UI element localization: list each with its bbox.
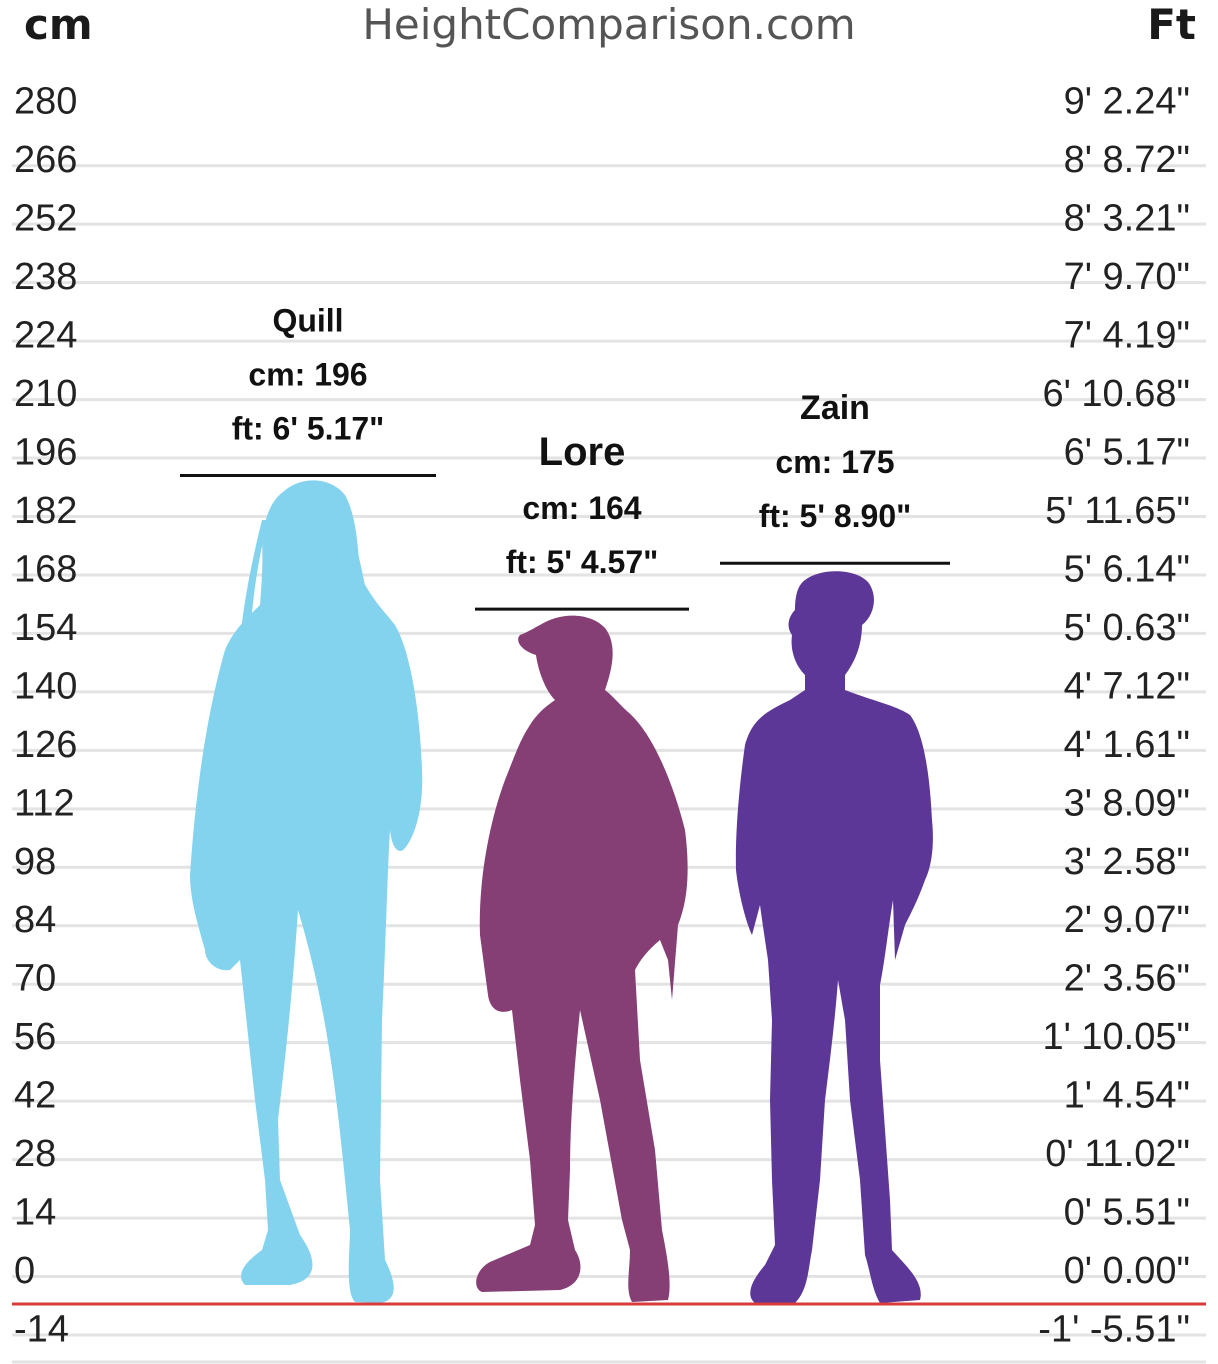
silhouette-quill: [190, 480, 423, 1304]
person-cm-label: cm: 196: [248, 357, 367, 393]
lore-body: [476, 615, 688, 1302]
tick-label-cm: 252: [14, 198, 77, 240]
tick-label-ft: 5' 6.14": [1064, 548, 1190, 590]
quill-body: [190, 480, 423, 1304]
silhouette-lore: [476, 615, 688, 1302]
person-ft-label: ft: 6' 5.17": [232, 411, 385, 447]
tick-label-cm: 280: [14, 81, 77, 123]
tick-label-ft: 1' 4.54": [1064, 1075, 1190, 1117]
tick-label-cm: 14: [14, 1192, 56, 1234]
quill-hair-right: [345, 520, 372, 630]
tick-label-ft: 0' 0.00": [1064, 1250, 1190, 1292]
left-unit-label: cm: [24, 0, 93, 49]
person-name: Lore: [539, 430, 626, 474]
tick-label-cm: 154: [14, 607, 77, 649]
tick-label-cm: 28: [14, 1133, 56, 1175]
tick-label-cm: 266: [14, 139, 77, 181]
person-ft-label: ft: 5' 8.90": [759, 498, 912, 534]
tick-label-cm: 0: [14, 1250, 35, 1292]
person-ft-label: ft: 5' 4.57": [506, 544, 659, 580]
right-unit-label: Ft: [1147, 0, 1196, 49]
zain-body: [735, 571, 933, 1303]
person-name: Quill: [272, 303, 343, 339]
tick-label-cm: 196: [14, 432, 77, 474]
tick-label-ft: 0' 11.02": [1045, 1133, 1190, 1175]
tick-label-cm: 168: [14, 548, 77, 590]
height-markers: [180, 474, 950, 611]
person-name: Zain: [800, 389, 870, 427]
site-title: HeightComparison.com: [362, 0, 856, 49]
tick-label-ft: 3' 8.09": [1064, 782, 1190, 824]
tick-label-cm: 182: [14, 490, 77, 532]
tick-label-ft: 3' 2.58": [1064, 841, 1190, 883]
tick-label-cm: 112: [14, 782, 75, 824]
tick-label-ft: 6' 5.17": [1064, 432, 1190, 474]
tick-label-ft: 8' 3.21": [1064, 198, 1190, 240]
tick-label-ft: 8' 8.72": [1064, 139, 1190, 181]
tick-label-ft: 4' 7.12": [1064, 665, 1190, 707]
tick-label-ft: 1' 10.05": [1042, 1016, 1190, 1058]
tick-label-ft: -1' -5.51": [1038, 1308, 1190, 1350]
tick-label-ft: 5' 11.65": [1045, 490, 1190, 532]
tick-label-ft: 9' 2.24": [1064, 81, 1190, 123]
tick-label-ft: 0' 5.51": [1064, 1192, 1190, 1234]
tick-label-ft: 2' 9.07": [1064, 899, 1190, 941]
tick-label-cm: -14: [14, 1308, 69, 1350]
person-cm-label: cm: 175: [775, 444, 894, 480]
tick-label-cm: 140: [14, 665, 77, 707]
axis-ticks: 280 9' 2.24"266 8' 8.72"252 8' 3.21"238 7' 9…: [14, 81, 1190, 1351]
person-labels: Quill cm: 196 ft: 6' 5.17" Lore cm: 164 ft: 5…: [232, 303, 912, 581]
tick-label-ft: 7' 4.19": [1064, 315, 1190, 357]
quill-hair-left: [240, 520, 268, 640]
tick-label-cm: 56: [14, 1016, 56, 1058]
tick-label-cm: 98: [14, 841, 56, 883]
tick-label-cm: 224: [14, 315, 77, 357]
tick-label-cm: 210: [14, 373, 77, 415]
tick-label-cm: 238: [14, 256, 77, 298]
tick-label-ft: 5' 0.63": [1064, 607, 1190, 649]
tick-label-ft: 4' 1.61": [1064, 724, 1190, 766]
person-cm-label: cm: 164: [522, 490, 641, 526]
tick-label-ft: 6' 10.68": [1042, 373, 1190, 415]
tick-label-cm: 84: [14, 899, 56, 941]
silhouette-zain: [735, 571, 933, 1303]
tick-label-ft: 7' 9.70": [1064, 256, 1190, 298]
tick-label-cm: 42: [14, 1075, 56, 1117]
tick-label-cm: 126: [14, 724, 77, 766]
tick-label-ft: 2' 3.56": [1064, 958, 1190, 1000]
tick-label-cm: 70: [14, 958, 56, 1000]
